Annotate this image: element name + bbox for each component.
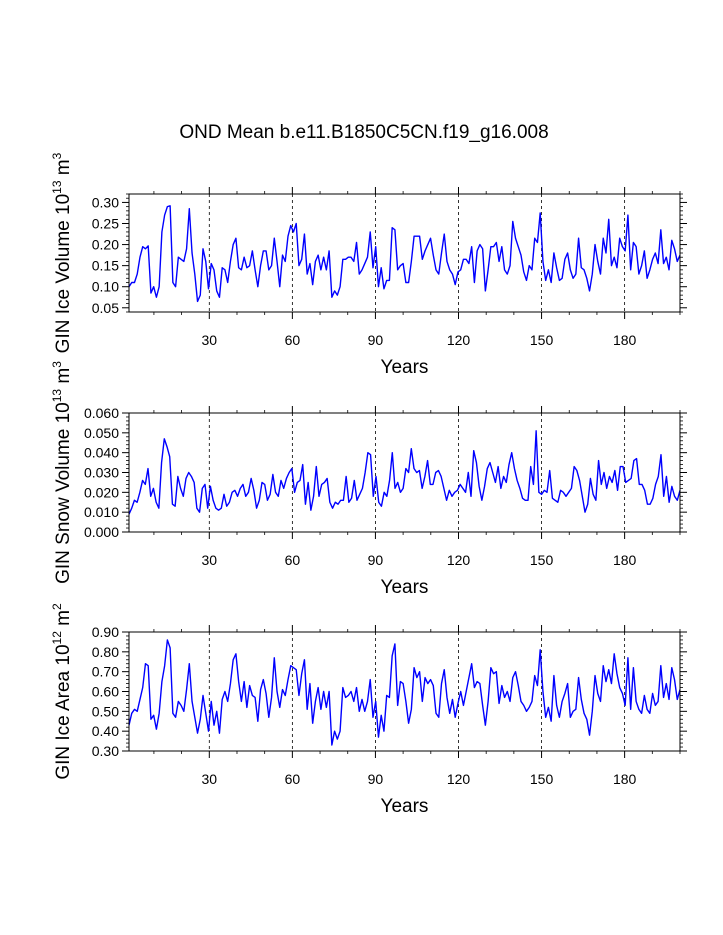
x-tick-label: 120 xyxy=(447,332,471,348)
y-axis-label-unit-exponent: 2 xyxy=(50,603,64,610)
y-tick-label: 0.05 xyxy=(92,300,119,316)
chart-panel-3: 30 60 90 120 150 180 0.30 0.40 0.50 0.60 0.70 0.80 0… xyxy=(50,603,687,817)
y-axis-label-unit: m xyxy=(53,368,74,389)
x-tick-label: 120 xyxy=(447,771,471,787)
series-line-3-1 xyxy=(128,639,681,746)
x-tick-label: 150 xyxy=(530,771,554,787)
y-tick-label: 0.60 xyxy=(92,684,119,700)
chart-panel-2: 30 60 90 120 150 180 0.000 0.010 0.020 0.030 0.040… xyxy=(50,361,687,598)
x-tick-label: 90 xyxy=(368,332,384,348)
y-tick-label: 0.050 xyxy=(84,425,119,441)
chart-title: OND Mean b.e11.B1850C5CN.f19_g16.008 xyxy=(179,122,548,143)
x-tick-label: 90 xyxy=(368,771,384,787)
y-axis-label-exponent: 13 xyxy=(50,180,64,194)
y-tick-label: 0.30 xyxy=(92,743,119,759)
y-axis-label-main: GIN Snow Volume 10 xyxy=(53,402,74,584)
y-tick-label: 0.030 xyxy=(84,465,119,481)
y-axis-label-unit-exponent: 3 xyxy=(50,152,64,159)
series-line-2-1 xyxy=(128,430,681,515)
y-tick-label: 0.040 xyxy=(84,445,119,461)
x-axis-label: Years xyxy=(381,577,429,598)
y-tick-label: 0.15 xyxy=(92,258,119,274)
x-tick-label: 150 xyxy=(530,332,554,348)
x-axis-label: Years xyxy=(381,796,429,817)
y-tick-label: 0.020 xyxy=(84,484,119,500)
y-axis-label: GIN Ice Area 1012 m2 xyxy=(50,603,74,780)
chart-panel-1: 30 60 90 120 150 180 0.05 0.10 0.15 0.20 0.25 0.30 Y… xyxy=(50,152,687,378)
x-tick-label: 120 xyxy=(447,552,471,568)
y-axis-label: GIN Ice Volume 1013 m3 xyxy=(50,152,74,353)
y-axis-label-exponent: 13 xyxy=(50,389,64,403)
y-tick-label: 0.70 xyxy=(92,664,119,680)
y-axis-label-unit: m xyxy=(53,159,74,180)
y-tick-label: 0.010 xyxy=(84,504,119,520)
y-tick-label: 0.060 xyxy=(84,405,119,421)
x-tick-label: 180 xyxy=(613,552,637,568)
series-line-1-1 xyxy=(128,205,681,303)
x-tick-label: 150 xyxy=(530,552,554,568)
y-axis-label-unit-exponent: 3 xyxy=(50,361,64,368)
y-axis-label-main: GIN Ice Area 10 xyxy=(53,644,74,779)
plot-frame xyxy=(128,193,681,313)
x-tick-label: 180 xyxy=(613,771,637,787)
y-tick-label: 0.50 xyxy=(92,703,119,719)
y-axis-label-main: GIN Ice Volume 10 xyxy=(53,194,74,353)
y-tick-label: 0.90 xyxy=(92,624,119,640)
x-tick-label: 60 xyxy=(285,332,301,348)
y-axis-label-exponent: 12 xyxy=(50,631,64,645)
panels-group: 30 60 90 120 150 180 0.05 0.10 0.15 0.20 0.25 0.30 Y… xyxy=(50,152,687,817)
y-tick-label: 0.20 xyxy=(92,237,119,253)
y-tick-label: 0.10 xyxy=(92,279,119,295)
x-tick-label: 30 xyxy=(202,552,218,568)
y-axis-label: GIN Snow Volume 1013 m3 xyxy=(50,361,74,584)
x-tick-label: 30 xyxy=(202,771,218,787)
y-axis-label-unit: m xyxy=(53,610,74,631)
x-tick-label: 30 xyxy=(202,332,218,348)
y-tick-label: 0.80 xyxy=(92,644,119,660)
y-tick-label: 0.000 xyxy=(84,524,119,540)
y-tick-label: 0.30 xyxy=(92,194,119,210)
x-axis-label: Years xyxy=(381,357,429,378)
x-tick-label: 180 xyxy=(613,332,637,348)
x-tick-label: 90 xyxy=(368,552,384,568)
y-tick-label: 0.25 xyxy=(92,216,119,232)
x-tick-label: 60 xyxy=(285,552,301,568)
y-tick-label: 0.40 xyxy=(92,723,119,739)
x-tick-label: 60 xyxy=(285,771,301,787)
